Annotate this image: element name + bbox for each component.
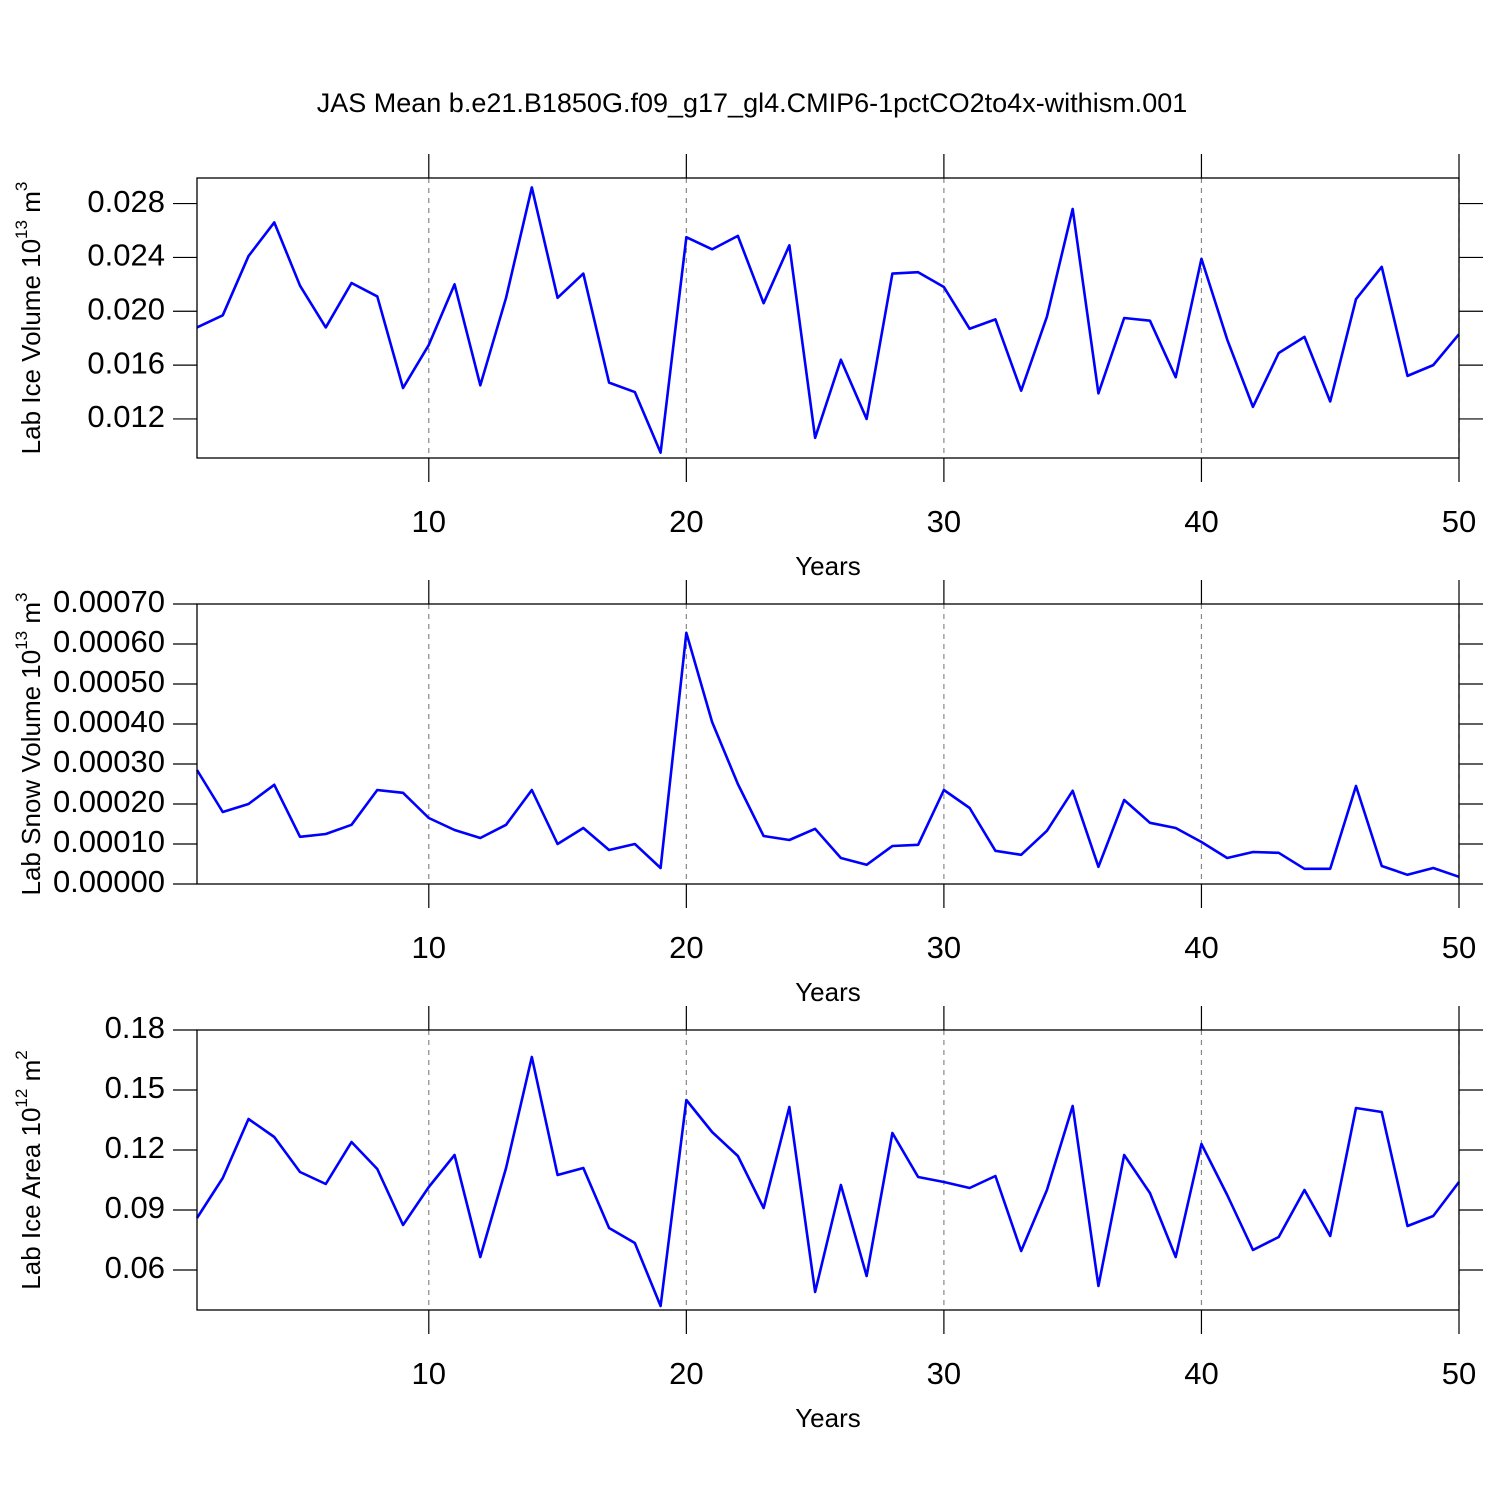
y-axis-label-unit: m: [16, 1060, 46, 1089]
x-tick-label: 20: [669, 930, 703, 965]
x-tick-label: 50: [1442, 1356, 1476, 1391]
x-tick-label: 10: [412, 930, 446, 965]
data-line: [196, 186, 1460, 454]
x-tick-label: 30: [927, 930, 961, 965]
y-axis-label-unit-exponent: 2: [12, 1050, 31, 1059]
x-tick-label: 40: [1184, 930, 1218, 965]
y-axis-label-unit: m: [16, 602, 46, 631]
y-tick-label: 0.016: [87, 345, 165, 380]
x-tick-label: 50: [1442, 504, 1476, 539]
plot-frame: [196, 1029, 1460, 1311]
y-axis-label-exponent: 13: [12, 220, 31, 239]
y-tick-label: 0.00020: [53, 784, 165, 819]
plot-frame: [196, 603, 1460, 885]
x-axis-label: Years: [795, 1403, 861, 1433]
y-axis-label-unit-exponent: 3: [12, 182, 31, 191]
y-tick-label: 0.00030: [53, 744, 165, 779]
y-tick-label: 0.00050: [53, 664, 165, 699]
y-axis-label-group: Lab Snow Volume 1013 m3: [12, 592, 45, 895]
y-axis-label: Lab Ice Volume 1013 m3: [12, 182, 45, 455]
y-tick-label: 0.020: [87, 291, 165, 326]
x-tick-label: 30: [927, 504, 961, 539]
y-tick-label: 0.00070: [53, 584, 165, 619]
y-tick-label: 0.09: [105, 1190, 165, 1225]
x-tick-label: 40: [1184, 1356, 1218, 1391]
data-line: [195, 631, 1460, 879]
y-axis-label-clip: Lab Snow Volume 1013 m3: [12, 592, 45, 895]
plot-frame: [196, 177, 1460, 459]
y-axis-label-exponent: 13: [12, 631, 31, 650]
y-axis-label: Lab Ice Area 1012 m2: [12, 1050, 45, 1289]
x-tick-label: 30: [927, 1356, 961, 1391]
y-tick-label: 0.012: [87, 399, 165, 434]
y-tick-label: 0.00000: [53, 864, 165, 899]
y-axis-label-group: Lab Ice Area 1012 m2: [12, 1050, 45, 1289]
y-tick-label: 0.024: [87, 238, 165, 273]
y-tick-label: 0.00040: [53, 704, 165, 739]
y-tick-label: 0.12: [105, 1130, 165, 1165]
x-tick-label: 20: [669, 504, 703, 539]
y-axis-label-unit: m: [16, 191, 46, 220]
chart-title: JAS Mean b.e21.B1850G.f09_g17_gl4.CMIP6-…: [317, 88, 1188, 118]
x-tick-label: 20: [669, 1356, 703, 1391]
y-axis-label-text: Lab Snow Volume 10: [16, 650, 46, 896]
y-tick-label: 0.00060: [53, 624, 165, 659]
y-tick-label: 0.06: [105, 1250, 165, 1285]
y-tick-label: 0.028: [87, 184, 165, 219]
x-axis-label: Years: [795, 551, 861, 581]
y-axis-label-text: Lab Ice Area 10: [16, 1108, 46, 1290]
y-axis-label-unit-exponent: 3: [12, 592, 31, 601]
y-tick-label: 0.18: [105, 1010, 165, 1045]
y-tick-label: 0.15: [105, 1070, 165, 1105]
y-axis-label: Lab Snow Volume 1013 m3: [12, 592, 45, 895]
y-tick-label: 0.00010: [53, 824, 165, 859]
y-axis-label-group: Lab Ice Volume 1013 m3: [12, 182, 45, 455]
y-axis-label-text: Lab Ice Volume 10: [16, 239, 46, 454]
data-line: [195, 1055, 1461, 1308]
x-tick-label: 10: [412, 1356, 446, 1391]
x-tick-label: 40: [1184, 504, 1218, 539]
x-axis-label: Years: [795, 977, 861, 1007]
x-tick-label: 50: [1442, 930, 1476, 965]
x-tick-label: 10: [412, 504, 446, 539]
y-axis-label-exponent: 12: [12, 1089, 31, 1108]
